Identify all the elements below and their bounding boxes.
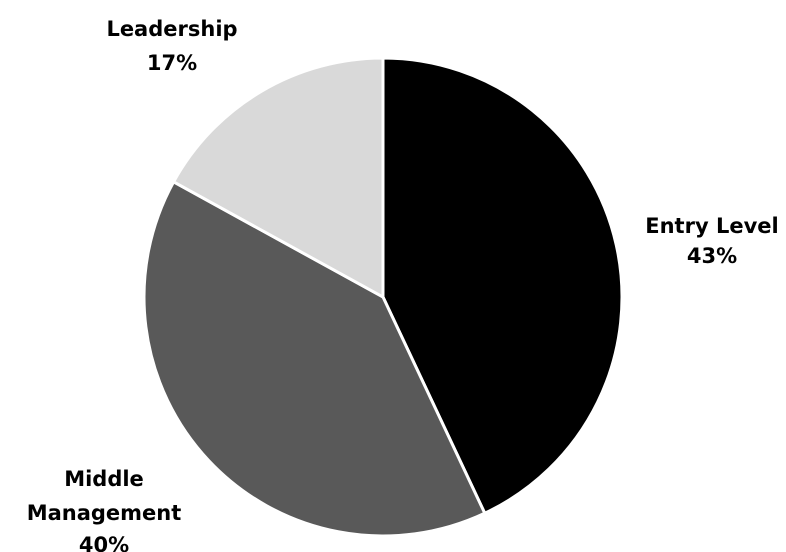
- pie-slice-middle-management: [142, 180, 487, 538]
- slice-value-leadership: 17%: [147, 51, 197, 75]
- slice-value-entry-level: 43%: [687, 244, 737, 268]
- slice-label-middle-management-line1: Middle: [64, 467, 144, 491]
- slice-label-entry-level: Entry Level: [645, 214, 778, 238]
- slice-label-leadership: Leadership: [106, 17, 237, 41]
- pie-slice-leadership: [172, 56, 385, 299]
- slice-value-middle-management: 40%: [79, 533, 129, 552]
- pie-slices: [142, 56, 624, 538]
- pie-slice-entry-level: [381, 56, 624, 515]
- slice-label-middle-management-line2: Management: [27, 501, 182, 525]
